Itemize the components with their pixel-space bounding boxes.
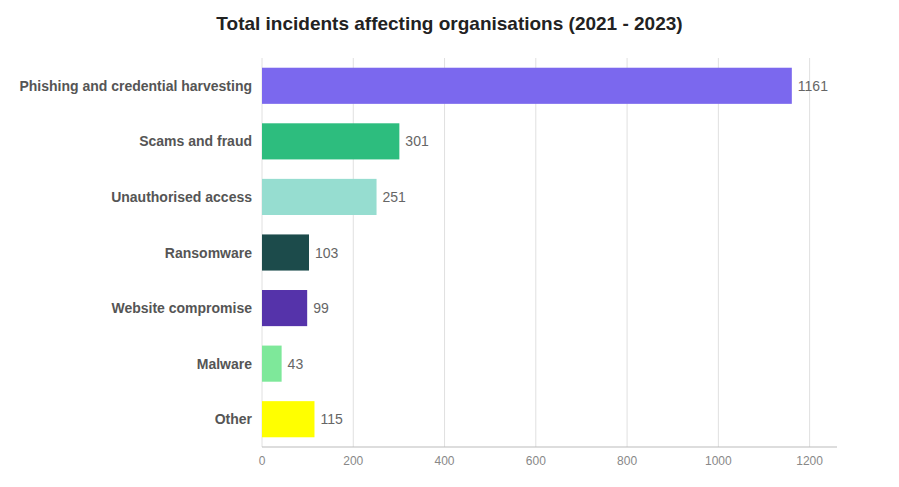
grid-line — [718, 58, 719, 447]
data-label: 99 — [313, 300, 329, 316]
grid-line — [809, 58, 810, 447]
grid-line — [444, 58, 445, 447]
x-tick-label: 200 — [343, 454, 363, 468]
data-label: 115 — [320, 411, 343, 427]
data-label: 1161 — [798, 78, 828, 94]
data-label: 251 — [383, 189, 407, 205]
bars — [262, 68, 792, 438]
bar — [262, 234, 309, 270]
labels: Phishing and credential harvesting 1161 Sc… — [19, 78, 828, 427]
data-label: 43 — [288, 356, 304, 372]
chart-container: Total incidents affecting organisations … — [0, 0, 899, 487]
category-label: Malware — [197, 356, 252, 372]
data-label: 301 — [405, 133, 429, 149]
bar — [262, 179, 377, 215]
x-tick-label: 1200 — [796, 454, 823, 468]
grid — [262, 58, 810, 447]
bar — [262, 68, 792, 104]
data-label: 103 — [315, 245, 339, 261]
grid-line — [535, 58, 536, 447]
category-label: Ransomware — [165, 245, 252, 261]
chart-svg: Total incidents affecting organisations … — [0, 0, 899, 487]
bar — [262, 290, 307, 326]
x-tick-label: 400 — [435, 454, 455, 468]
grid-line — [627, 58, 628, 447]
chart-title: Total incidents affecting organisations … — [216, 13, 682, 34]
bar — [262, 123, 399, 159]
grid-line — [353, 58, 354, 447]
x-tick-label: 0 — [259, 454, 266, 468]
category-label: Website compromise — [111, 300, 252, 316]
category-label: Scams and fraud — [139, 133, 252, 149]
bar — [262, 401, 314, 437]
x-tick-label: 800 — [617, 454, 637, 468]
x-axis-line — [262, 447, 837, 448]
category-label: Other — [215, 411, 253, 427]
x-tick-label: 1000 — [705, 454, 732, 468]
x-tick-label: 600 — [526, 454, 546, 468]
category-label: Unauthorised access — [111, 189, 252, 205]
category-label: Phishing and credential harvesting — [19, 78, 252, 94]
bar — [262, 346, 282, 382]
